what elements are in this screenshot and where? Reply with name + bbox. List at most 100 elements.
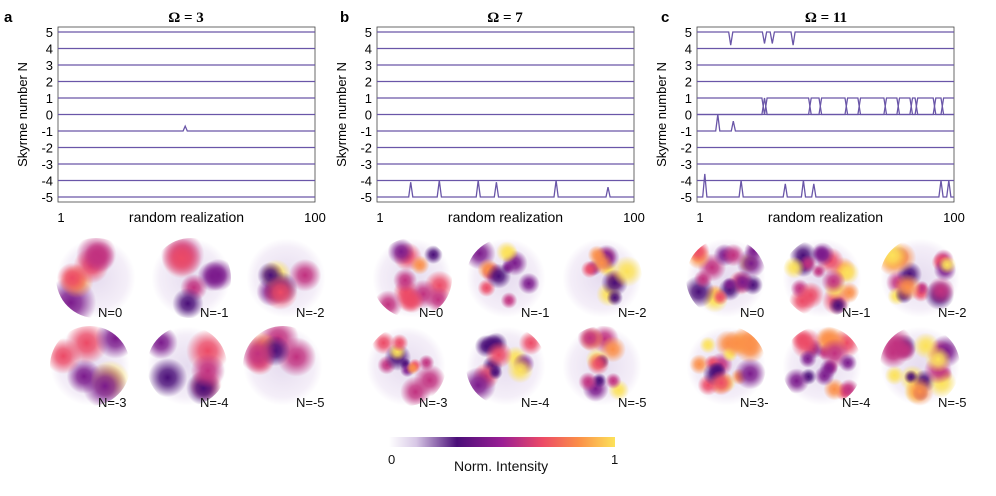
- skyrme-label: N=-4: [521, 395, 550, 410]
- y-tick-label: -3: [680, 157, 692, 172]
- skyrme-label: N=-4: [842, 395, 871, 410]
- intensity-map-c-2: [880, 238, 960, 318]
- panel-letter: c: [661, 9, 669, 26]
- skyrme-label: N=-2: [296, 305, 325, 320]
- intensity-map-b-3: [366, 326, 446, 406]
- x-tick-label: 100: [304, 210, 326, 225]
- y-tick-label: 5: [46, 25, 53, 40]
- intensity-map-a-4: [147, 326, 227, 406]
- y-tick-label: -4: [41, 174, 53, 189]
- panel-a: a Ω = 3 54 32 1 0-1 -2-3 -4-5 Skyrme number N 1 10…: [4, 9, 326, 225]
- y-tick-label: 4: [365, 41, 372, 56]
- panel-letter: a: [4, 9, 13, 26]
- intensity-map-a-3: [50, 326, 130, 406]
- skyrme-label: N=-3: [419, 395, 448, 410]
- intensity-map-c-5: [880, 326, 960, 406]
- x-axis-label: random realization: [448, 209, 563, 225]
- series-line: [58, 124, 315, 132]
- skyrme-label: N=-1: [200, 305, 229, 320]
- y-axis-label: Skyrme number N: [654, 62, 669, 167]
- y-tick-label: 5: [685, 25, 692, 40]
- panel-title: Ω = 7: [487, 10, 523, 26]
- y-tick-label: -4: [360, 174, 372, 189]
- y-tick-label: 0: [46, 108, 53, 123]
- y-tick-label: 1: [685, 91, 692, 106]
- panel-letter: b: [340, 9, 349, 26]
- x-tick-label: 1: [57, 210, 64, 225]
- y-tick-label: -4: [680, 174, 692, 189]
- colorbar-title: Norm. Intensity: [454, 458, 549, 474]
- y-axis-label: Skyrme number N: [15, 62, 30, 167]
- intensity-map-b-2: [562, 238, 642, 318]
- y-tick-label: -5: [360, 190, 372, 205]
- y-tick-label: 2: [685, 74, 692, 89]
- intensity-map-b-1: [466, 238, 546, 318]
- intensity-map-b-5: [562, 326, 642, 406]
- skyrme-label: N=3-: [740, 395, 769, 410]
- colorbar: [389, 437, 615, 447]
- y-tick-label: 2: [365, 74, 372, 89]
- y-axis-label: Skyrme number N: [334, 62, 349, 167]
- x-tick-label: 1: [376, 210, 383, 225]
- colorbar-min-label: 0: [388, 452, 396, 467]
- y-tick-label: -1: [41, 124, 53, 139]
- skyrme-label: N=-5: [296, 395, 325, 410]
- y-tick-label: 4: [685, 41, 692, 56]
- x-tick-label: 100: [943, 210, 965, 225]
- intensity-map-b-4: [466, 326, 546, 406]
- skyrme-label: N=0: [419, 305, 444, 320]
- y-tick-label: -2: [680, 141, 692, 156]
- skyrme-label: N=-1: [842, 305, 871, 320]
- skyrme-label: N=-5: [938, 395, 967, 410]
- y-tick-label: -1: [360, 124, 372, 139]
- intensity-map-c-4: [782, 326, 862, 406]
- y-tick-label: 1: [365, 91, 372, 106]
- intensity-map-c-0: [686, 238, 766, 318]
- panel-c: c Ω = 11 54 32 1 0-1 -2-3 -4-5 Skyrme number N 1 1…: [654, 9, 965, 225]
- y-tick-label: -3: [41, 157, 53, 172]
- skyrme-label: N=-1: [521, 305, 550, 320]
- intensity-map-c-1: [782, 238, 862, 318]
- panel-title: Ω = 11: [805, 10, 847, 26]
- series-line: [697, 173, 954, 198]
- y-tick-label: 2: [46, 74, 53, 89]
- skyrme-label: N=-4: [200, 395, 229, 410]
- y-tick-label: 3: [685, 58, 692, 73]
- intensity-map-c-3: [686, 326, 766, 406]
- series-line: [377, 180, 634, 198]
- panel-b: b Ω = 7 54 32 1 0-1 -2-3 -4-5 Skyrme number N 1 10…: [334, 9, 645, 225]
- intensity-map-a-5: [243, 326, 323, 406]
- y-tick-label: 3: [365, 58, 372, 73]
- panel-title: Ω = 3: [168, 10, 204, 26]
- y-tick-label: 4: [46, 41, 53, 56]
- skyrme-label: N=0: [740, 305, 765, 320]
- skyrme-label: N=-2: [938, 305, 967, 320]
- intensity-map-a-1: [151, 238, 231, 318]
- intensity-map-a-2: [246, 238, 326, 318]
- y-tick-label: 0: [365, 108, 372, 123]
- y-tick-label: -5: [680, 190, 692, 205]
- y-tick-label: -5: [41, 190, 53, 205]
- intensity-map-a-0: [56, 238, 136, 318]
- skyrme-label: N=-5: [618, 395, 647, 410]
- series-line: [697, 97, 954, 116]
- y-tick-label: 5: [365, 25, 372, 40]
- skyrme-label: N=-2: [618, 305, 647, 320]
- y-tick-label: -1: [680, 124, 692, 139]
- x-tick-label: 100: [623, 210, 645, 225]
- y-tick-label: 0: [685, 108, 692, 123]
- y-tick-label: -3: [360, 157, 372, 172]
- y-tick-label: -2: [360, 141, 372, 156]
- intensity-map-b-0: [372, 238, 452, 318]
- y-tick-label: 1: [46, 91, 53, 106]
- skyrme-label: N=-3: [98, 395, 127, 410]
- series-line: [697, 31, 954, 46]
- x-tick-label: 1: [696, 210, 703, 225]
- series-line: [697, 114, 954, 132]
- colorbar-max-label: 1: [611, 452, 619, 467]
- y-tick-label: 3: [46, 58, 53, 73]
- y-tick-label: -2: [41, 141, 53, 156]
- skyrme-label: N=0: [98, 305, 123, 320]
- x-axis-label: random realization: [129, 209, 244, 225]
